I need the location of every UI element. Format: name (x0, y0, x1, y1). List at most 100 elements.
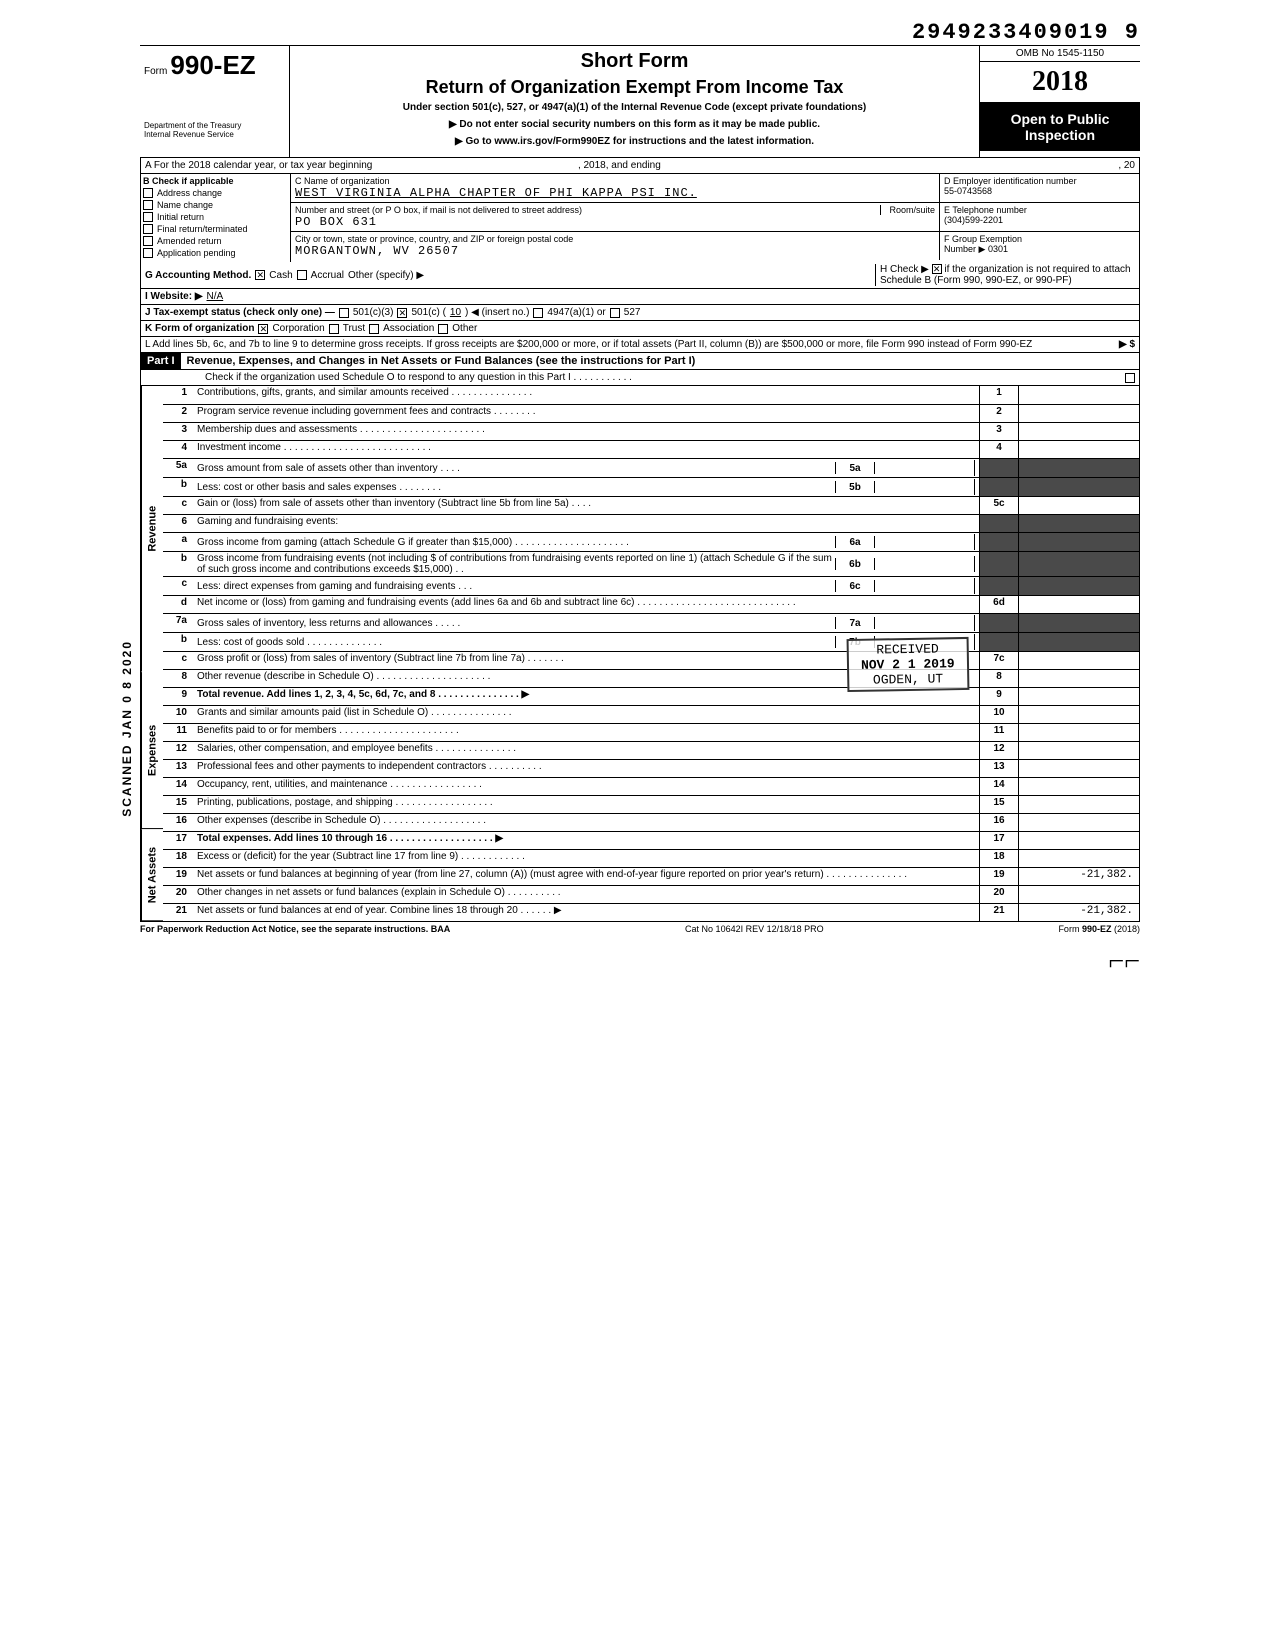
line-num: 9 (163, 688, 193, 705)
instruction-1: ▶ Do not enter social security numbers o… (298, 119, 971, 130)
footer-right: Form 990-EZ (2018) (1058, 924, 1140, 934)
line-amount (1019, 405, 1139, 422)
chk-4947[interactable] (533, 308, 543, 318)
line-box: 16 (979, 814, 1019, 831)
line-num: 3 (163, 423, 193, 440)
field-phone: E Telephone number (304)599-2201 (939, 203, 1139, 231)
line-4: 4Investment income . . . . . . . . . . .… (163, 440, 1139, 458)
footer: For Paperwork Reduction Act Notice, see … (140, 922, 1140, 936)
chk-amended-return[interactable]: Amended return (143, 236, 288, 246)
part1-header: Part I Revenue, Expenses, and Changes in… (140, 353, 1140, 370)
under-section: Under section 501(c), 527, or 4947(a)(1)… (298, 102, 971, 113)
line-9: 9Total revenue. Add lines 1, 2, 3, 4, 5c… (163, 687, 1139, 705)
short-form-title: Short Form (298, 50, 971, 73)
line-16: 16Other expenses (describe in Schedule O… (163, 813, 1139, 831)
chk-501c3[interactable] (339, 308, 349, 318)
line-amount (1019, 614, 1139, 632)
line-box: 10 (979, 706, 1019, 723)
line-text: Other changes in net assets or fund bala… (193, 886, 979, 903)
line-5a: 5aGross amount from sale of assets other… (163, 458, 1139, 477)
line-num: 17 (163, 832, 193, 849)
line-box: 18 (979, 850, 1019, 867)
line-text: Net assets or fund balances at beginning… (193, 868, 979, 885)
chk-initial-return[interactable]: Initial return (143, 212, 288, 222)
line-num: c (163, 652, 193, 669)
line-box: 1 (979, 386, 1019, 404)
chk-trust[interactable] (329, 324, 339, 334)
line-amount: -21,382. (1019, 868, 1139, 885)
line-21: 21Net assets or fund balances at end of … (163, 903, 1139, 921)
line-num: b (163, 478, 193, 496)
line-box: 13 (979, 760, 1019, 777)
line-text: Contributions, gifts, grants, and simila… (193, 386, 979, 404)
line-amount (1019, 515, 1139, 532)
g-label: G Accounting Method. (145, 270, 251, 281)
line-7a: 7aGross sales of inventory, less returns… (163, 613, 1139, 632)
instruction-2: ▶ Go to www.irs.gov/Form990EZ for instru… (298, 136, 971, 147)
line-text: Total expenses. Add lines 10 through 16 … (193, 832, 979, 849)
line-box: 14 (979, 778, 1019, 795)
row-j: J Tax-exempt status (check only one) — 5… (140, 305, 1140, 321)
scanned-stamp: SCANNED JAN 0 8 2020 (120, 640, 134, 817)
line-box (979, 459, 1019, 477)
line-2: 2Program service revenue including gover… (163, 404, 1139, 422)
field-org-name: C Name of organization WEST VIRGINIA ALP… (291, 174, 939, 202)
line-num: c (163, 577, 193, 595)
chk-app-pending[interactable]: Application pending (143, 248, 288, 258)
part1-table: Revenue Expenses Net Assets 1Contributio… (140, 386, 1140, 922)
line-num: 11 (163, 724, 193, 741)
line-text: Professional fees and other payments to … (193, 760, 979, 777)
line-18: 18Excess or (deficit) for the year (Subt… (163, 849, 1139, 867)
form-label: Form (144, 66, 167, 77)
line-text: Excess or (deficit) for the year (Subtra… (193, 850, 979, 867)
line-12: 12Salaries, other compensation, and empl… (163, 741, 1139, 759)
line-text: Less: cost or other basis and sales expe… (193, 478, 979, 496)
row-g-h: G Accounting Method. Cash Accrual Other … (140, 262, 1140, 289)
chk-cash[interactable] (255, 270, 265, 280)
open-public: Open to Public Inspection (980, 103, 1140, 151)
header-left: Form 990-EZ Department of the Treasury I… (140, 46, 290, 157)
chk-address-change[interactable]: Address change (143, 188, 288, 198)
line-box: 20 (979, 886, 1019, 903)
line-num: 2 (163, 405, 193, 422)
form-number: 990-EZ (170, 50, 255, 80)
chk-other-org[interactable] (438, 324, 448, 334)
line-num: d (163, 596, 193, 613)
chk-assoc[interactable] (369, 324, 379, 334)
line-text: Gain or (loss) from sale of assets other… (193, 497, 979, 514)
line-box: 21 (979, 904, 1019, 921)
line-text: Program service revenue including govern… (193, 405, 979, 422)
section-b-heading: B Check if applicable (143, 176, 288, 186)
line-num: 15 (163, 796, 193, 813)
chk-527[interactable] (610, 308, 620, 318)
chk-schedule-o[interactable] (1125, 373, 1135, 383)
line-text: Occupancy, rent, utilities, and maintena… (193, 778, 979, 795)
line-amount (1019, 742, 1139, 759)
line-amount (1019, 533, 1139, 551)
line-box (979, 478, 1019, 496)
line-17: 17Total expenses. Add lines 10 through 1… (163, 831, 1139, 849)
line-box (979, 552, 1019, 576)
document-number: 2949233409019 9 (140, 20, 1140, 45)
chk-h[interactable] (932, 264, 942, 274)
line-amount (1019, 688, 1139, 705)
chk-accrual[interactable] (297, 270, 307, 280)
line-text: Gross income from gaming (attach Schedul… (193, 533, 979, 551)
line-box: 12 (979, 742, 1019, 759)
line-11: 11Benefits paid to or for members . . . … (163, 723, 1139, 741)
chk-corp[interactable] (258, 324, 268, 334)
line-amount (1019, 760, 1139, 777)
chk-501c[interactable] (397, 308, 407, 318)
line-amount (1019, 552, 1139, 576)
field-city: City or town, state or province, country… (291, 232, 939, 260)
line-box (979, 533, 1019, 551)
line-3: 3Membership dues and assessments . . . .… (163, 422, 1139, 440)
line-num: 12 (163, 742, 193, 759)
line-num: b (163, 633, 193, 651)
line-text: Other expenses (describe in Schedule O) … (193, 814, 979, 831)
line-amount (1019, 850, 1139, 867)
line-num: a (163, 533, 193, 551)
line-8: 8Other revenue (describe in Schedule O) … (163, 669, 1139, 687)
chk-name-change[interactable]: Name change (143, 200, 288, 210)
chk-final-return[interactable]: Final return/terminated (143, 224, 288, 234)
